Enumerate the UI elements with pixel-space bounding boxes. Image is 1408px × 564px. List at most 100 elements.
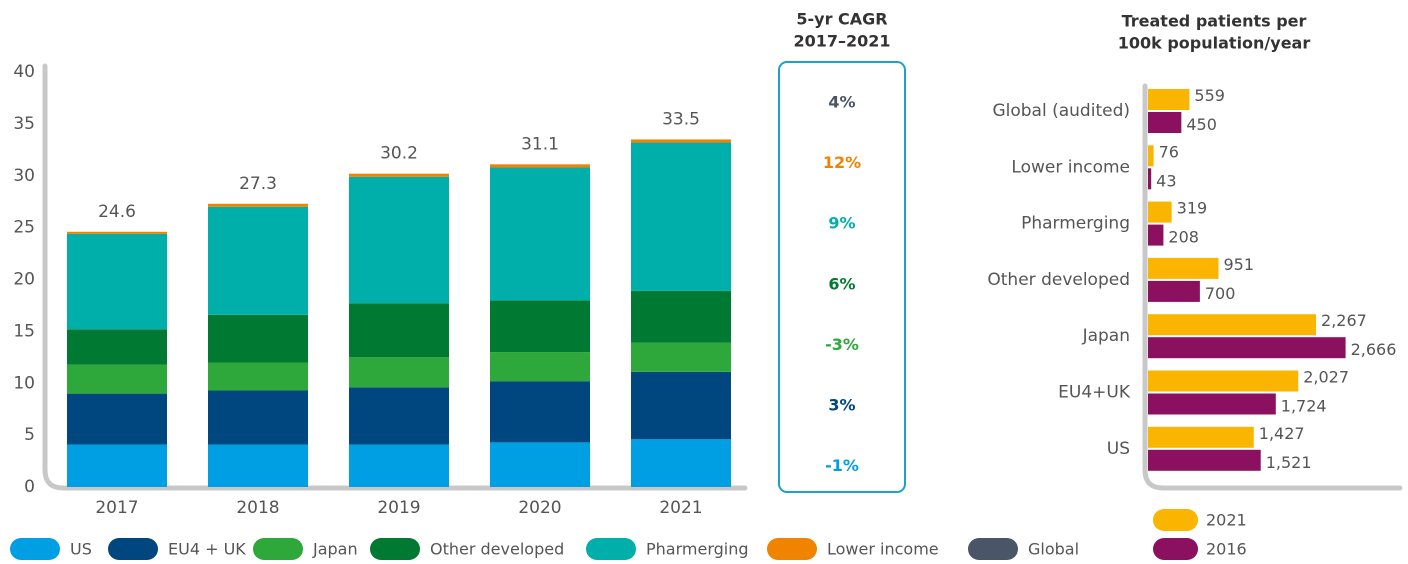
bar — [1148, 314, 1317, 336]
cagr-value: -1% — [825, 456, 859, 475]
value-label: 1,427 — [1259, 424, 1305, 443]
y-tick-label: 10 — [13, 373, 35, 393]
bar-segment — [208, 206, 308, 315]
bar-segment — [631, 142, 731, 291]
value-label: 951 — [1223, 255, 1254, 274]
bar-segment — [490, 381, 590, 443]
x-tick-label: 2019 — [377, 498, 420, 518]
chart-title: Treated patients per — [1122, 12, 1307, 31]
bar — [1148, 257, 1219, 279]
bar-segment — [67, 444, 167, 487]
bar — [1148, 449, 1261, 471]
bar — [1148, 201, 1172, 223]
bar-segment — [208, 362, 308, 391]
bar-segment — [490, 300, 590, 353]
legend-swatch — [968, 538, 1018, 560]
value-label: 1,521 — [1266, 453, 1312, 472]
legend-label: Japan — [312, 540, 358, 559]
value-label: 2,267 — [1321, 311, 1367, 330]
cagr-title: 5-yr CAGR — [796, 10, 887, 29]
bar-segment — [208, 203, 308, 207]
y-tick-label: Lower income — [1011, 157, 1130, 177]
axis — [1142, 83, 1403, 491]
bar — [1148, 370, 1299, 392]
value-label: 43 — [1156, 171, 1176, 190]
axis — [42, 63, 748, 491]
y-tick-label: EU4+UK — [1058, 383, 1131, 403]
legend-swatch — [1153, 509, 1198, 531]
cagr-value: 12% — [823, 153, 861, 172]
bar-segment — [631, 371, 731, 440]
bar-segment — [67, 329, 167, 365]
bar-segment — [490, 164, 590, 168]
x-tick-label: 2020 — [518, 498, 561, 518]
bar — [1148, 89, 1190, 110]
bar-segment — [67, 364, 167, 394]
bar-segment — [349, 387, 449, 445]
y-tick-label: Other developed — [987, 270, 1130, 290]
bar-segment — [349, 173, 449, 177]
value-label: 1,724 — [1281, 397, 1327, 416]
total-label: 24.6 — [98, 202, 136, 222]
legend-label: Lower income — [827, 540, 939, 559]
total-label: 31.1 — [521, 134, 559, 154]
bar-segment — [631, 342, 731, 372]
legend-label: 2021 — [1206, 511, 1247, 530]
y-tick-label: 40 — [13, 62, 35, 82]
bar-segment — [349, 444, 449, 487]
y-tick-label: 30 — [13, 166, 35, 186]
total-label: 27.3 — [239, 174, 277, 194]
bar — [1148, 426, 1254, 448]
bar — [1148, 280, 1200, 302]
cagr-value: 9% — [828, 214, 855, 233]
y-tick-label: 5 — [24, 425, 35, 445]
y-tick-label: 15 — [13, 321, 35, 341]
value-label: 450 — [1186, 115, 1217, 134]
cagr-value: -3% — [825, 335, 859, 354]
value-label: 319 — [1177, 199, 1208, 218]
bar-segment — [490, 442, 590, 487]
bar-segment — [67, 231, 167, 234]
legend-label: Global — [1028, 540, 1079, 559]
bar — [1148, 112, 1182, 133]
legend-label: EU4 + UK — [168, 540, 246, 559]
legend-label: US — [70, 540, 92, 559]
legend-label: Pharmerging — [646, 540, 749, 559]
cagr-value: 3% — [828, 396, 855, 415]
legend-swatch — [1153, 538, 1198, 560]
legend-swatch — [10, 538, 60, 560]
legend-swatch — [586, 538, 636, 560]
y-tick-label: Global (audited) — [992, 101, 1130, 121]
bar-segment — [349, 176, 449, 304]
value-label: 2,027 — [1303, 368, 1349, 387]
y-tick-label: Pharmerging — [1021, 214, 1130, 234]
y-tick-label: US — [1107, 439, 1130, 459]
value-label: 559 — [1194, 86, 1225, 105]
bar — [1148, 393, 1276, 415]
value-label: 76 — [1159, 142, 1179, 161]
legend-label: Other developed — [430, 540, 564, 559]
y-tick-label: 20 — [13, 270, 35, 290]
x-tick-label: 2021 — [659, 498, 702, 518]
value-label: 2,666 — [1351, 340, 1397, 359]
bar-segment — [631, 290, 731, 343]
cagr-value: 6% — [828, 274, 855, 293]
bar-segment — [208, 444, 308, 487]
bar-segment — [208, 314, 308, 363]
bar — [1148, 337, 1346, 359]
cagr-box — [778, 61, 906, 493]
bar-segment — [631, 439, 731, 487]
bar-segment — [349, 303, 449, 358]
y-tick-label: 25 — [13, 218, 35, 238]
legend-swatch — [108, 538, 158, 560]
value-label: 208 — [1168, 228, 1199, 247]
legend-swatch — [767, 538, 817, 560]
cagr-value: 4% — [828, 93, 855, 112]
legend-swatch — [370, 538, 420, 560]
bar — [1148, 168, 1152, 190]
y-tick-label: 35 — [13, 114, 35, 134]
total-label: 33.5 — [662, 109, 700, 129]
bar-segment — [631, 139, 731, 143]
bar-segment — [490, 352, 590, 382]
